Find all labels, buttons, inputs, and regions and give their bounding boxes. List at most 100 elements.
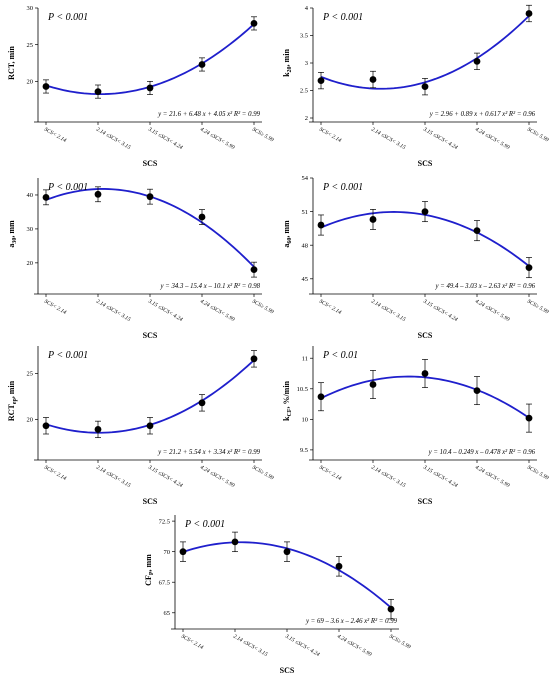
fit-equation: y = 21.2 + 5.54 x + 3.34 x² R² = 0.99 [157, 449, 260, 456]
x-tick-label: 4.24 ≤SCS< 5.99 [199, 127, 236, 152]
data-point [198, 57, 206, 72]
y-axis-label: kCF, %/min [282, 380, 293, 421]
x-tick-label: SCS≥ 5.99 [251, 299, 275, 316]
x-tick-label: 3.15 ≤SCS< 4.24 [146, 126, 183, 151]
y-tick-label: 54 [302, 175, 309, 182]
marker [525, 264, 533, 271]
fit-equation: y = 69 – 3.6 x – 2.46 x² R² = 0.99 [305, 618, 398, 625]
x-tick-label: SCS≥ 5.99 [526, 465, 550, 482]
x-axis-label: SCS [143, 497, 158, 506]
chart-cfp: 65 67.5 70 72.5 CFP, mm SCS< 2.14 2.14 ≤SCS< 3… [144, 515, 412, 675]
marker [317, 77, 325, 84]
marker [198, 213, 206, 221]
x-tick-label: 2.14 ≤SCS< 3.15 [370, 127, 407, 152]
x-tick-label: SCS< 2.14 [318, 299, 342, 316]
x-tick-label: SCS< 2.14 [43, 465, 67, 482]
data-point [250, 261, 258, 278]
p-value: P < 0.001 [47, 12, 88, 23]
data-point [94, 84, 102, 99]
y-axis-label: a60, mm [282, 220, 293, 248]
marker [421, 208, 429, 215]
marker [198, 399, 206, 407]
y-tick-label: 30 [27, 226, 34, 233]
x-tick-label: 2.14 ≤SCS< 3.15 [370, 465, 407, 490]
data-point [473, 52, 481, 70]
marker [94, 426, 102, 433]
marker [198, 61, 206, 68]
data-point [146, 188, 154, 205]
data-point [198, 394, 206, 412]
y-tick-label: 10.5 [297, 386, 308, 393]
data-point [179, 541, 187, 562]
x-axis-label: SCS [418, 159, 433, 168]
marker [369, 381, 377, 388]
x-tick-label: 3.15 ≤SCS< 4.24 [421, 298, 458, 323]
data-point [250, 16, 258, 31]
x-tick-label: SCS< 2.14 [180, 634, 204, 651]
x-tick-label: SCS≥ 5.99 [251, 465, 275, 482]
marker [94, 88, 102, 95]
marker [421, 83, 429, 91]
data-point [317, 382, 325, 412]
fit-equation: y = 21.6 + 6.48 x + 4.05 x² R² = 0.99 [157, 111, 260, 118]
data-point [335, 556, 343, 577]
data-point [42, 189, 50, 206]
marker [42, 83, 50, 90]
chart-kcf: 9.5 10 10.5 11 kCF, %/min SCS< 2.14 2.14 ≤SCS<… [282, 346, 550, 506]
x-tick-label: 2.14 ≤SCS< 3.15 [232, 634, 269, 659]
chart-a60: 45 48 51 54 a60, mm SCS< 2.14 2.14 ≤SCS< 3.15 3… [282, 175, 550, 340]
y-axis-label: RCTep, min [7, 380, 18, 421]
x-axis-label: SCS [280, 666, 295, 675]
x-tick-label: SCS< 2.14 [318, 465, 342, 482]
y-tick-label: 9.5 [300, 447, 308, 454]
data-point [42, 79, 50, 94]
x-axis-label: SCS [418, 497, 433, 506]
marker [473, 227, 481, 235]
data-point [42, 417, 50, 435]
chart-rct: 20 25 30 RCT, min SCS< 2.14 2.14 ≤SCS< 3.15 3.… [7, 5, 275, 168]
y-tick-label: 65 [164, 610, 171, 617]
y-tick-label: 2.5 [300, 88, 308, 95]
x-axis-label: SCS [418, 331, 433, 340]
x-tick-label: 4.24 ≤SCS< 5.99 [474, 465, 511, 490]
x-tick-label: 3.15 ≤SCS< 4.24 [146, 298, 183, 323]
data-point [421, 78, 429, 96]
y-tick-label: 48 [302, 242, 309, 249]
chart-a30: 20 30 40 a30, mm SCS< 2.14 2.14 ≤SCS< 3.15 3.1… [7, 178, 275, 340]
y-tick-label: 11 [302, 355, 308, 362]
y-tick-label: 25 [27, 42, 34, 49]
x-tick-label: 3.15 ≤SCS< 4.24 [283, 633, 320, 658]
x-tick-label: 4.24 ≤SCS< 5.99 [474, 127, 511, 152]
marker [250, 355, 258, 363]
y-tick-label: 4 [305, 5, 309, 12]
data-point [421, 201, 429, 223]
y-tick-label: 25 [27, 371, 34, 378]
y-tick-label: 72.5 [159, 518, 170, 525]
x-tick-label: SCS< 2.14 [43, 127, 67, 144]
x-tick-label: 2.14 ≤SCS< 3.15 [370, 299, 407, 324]
y-tick-label: 70 [164, 549, 171, 556]
marker [335, 562, 343, 570]
y-tick-label: 51 [302, 209, 309, 216]
y-tick-label: 20 [27, 260, 34, 267]
y-tick-label: 40 [27, 192, 34, 199]
y-tick-label: 10 [302, 417, 309, 424]
x-tick-label: 3.15 ≤SCS< 4.24 [421, 126, 458, 151]
marker [179, 548, 187, 556]
fit-equation: y = 49.4 – 3.03 x – 2.63 x² R² = 0.96 [434, 283, 535, 290]
x-tick-label: 3.15 ≤SCS< 4.24 [146, 464, 183, 489]
x-tick-label: SCS< 2.14 [43, 299, 67, 316]
marker [250, 266, 258, 274]
chart-rctep: 20 25 RCTep, min SCS< 2.14 2.14 ≤SCS< 3.15 3.… [7, 346, 275, 506]
x-tick-label: 4.24 ≤SCS< 5.99 [199, 465, 236, 490]
x-tick-label: 4.24 ≤SCS< 5.99 [199, 299, 236, 324]
data-point [317, 71, 325, 90]
x-tick-label: SCS≥ 5.99 [526, 299, 550, 316]
marker [250, 20, 258, 27]
data-point [525, 257, 533, 279]
x-axis-label: SCS [143, 331, 158, 340]
fit-equation: y = 34.3 – 15.4 x – 10.1 x² R² = 0.98 [159, 283, 260, 290]
data-point [94, 420, 102, 439]
data-point [473, 220, 481, 242]
y-tick-label: 20 [27, 417, 34, 424]
